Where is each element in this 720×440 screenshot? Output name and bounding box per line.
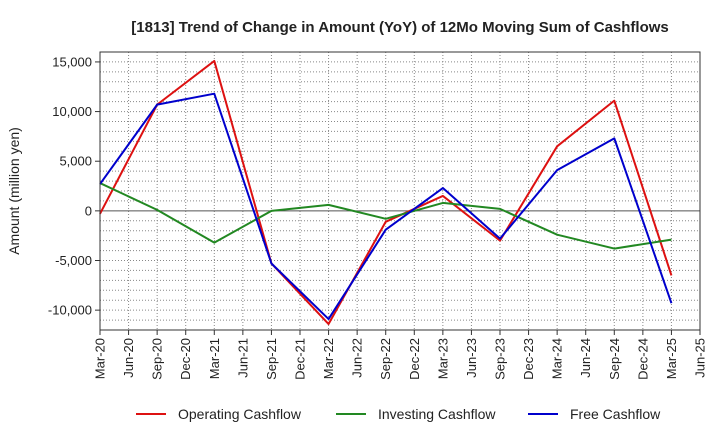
series-line-operating-cashflow xyxy=(99,59,673,326)
x-axis-ticks: Mar-20 Jun-20 Sep-20 Dec-20 Mar-21 Jun-21 Sep-… xyxy=(93,330,708,380)
x-tick-label: Dec-20 xyxy=(178,338,193,380)
x-tick-label: Dec-24 xyxy=(635,338,650,380)
y-tick-label: -5,000 xyxy=(55,253,92,268)
x-tick-label: Mar-22 xyxy=(321,338,336,379)
x-tick-label: Sep-22 xyxy=(378,338,393,380)
plot-frame xyxy=(99,51,701,331)
y-axis-ticks: 15,000 10,000 5,000 0 -5,000 -10,000 xyxy=(48,54,100,318)
x-tick-label: Jun-21 xyxy=(235,338,250,378)
series-line-free-cashflow xyxy=(99,92,673,321)
x-tick-label: Sep-23 xyxy=(493,338,508,380)
chart-title: [1813] Trend of Change in Amount (YoY) o… xyxy=(131,19,669,36)
legend-item-investing-cashflow: Investing Cashflow xyxy=(336,406,496,422)
x-tick-label: Mar-20 xyxy=(93,338,108,379)
y-tick-label: 5,000 xyxy=(59,154,92,169)
x-tick-label: Mar-25 xyxy=(664,338,679,379)
x-tick-label: Sep-24 xyxy=(607,338,622,380)
x-tick-label: Jun-22 xyxy=(350,338,365,378)
legend-item-operating-cashflow: Operating Cashflow xyxy=(136,406,302,422)
x-tick-label: Dec-21 xyxy=(293,338,308,380)
y-tick-label: 0 xyxy=(85,203,92,218)
legend-item-free-cashflow: Free Cashflow xyxy=(528,406,661,422)
y-tick-label: -10,000 xyxy=(48,303,92,318)
x-tick-label: Jun-24 xyxy=(578,338,593,378)
x-tick-label: Sep-21 xyxy=(264,338,279,380)
x-tick-label: Jun-25 xyxy=(693,338,708,378)
x-tick-label: Dec-22 xyxy=(407,338,422,380)
x-tick-label: Dec-23 xyxy=(521,338,536,380)
legend-label: Investing Cashflow xyxy=(378,406,496,422)
x-tick-label: Mar-23 xyxy=(435,338,450,379)
grid xyxy=(99,52,701,330)
y-axis-label: Amount (million yen) xyxy=(6,127,22,255)
x-tick-label: Jun-23 xyxy=(464,338,479,378)
x-tick-label: Mar-24 xyxy=(550,338,565,379)
legend: Operating Cashflow Investing Cashflow Free… xyxy=(136,406,661,422)
y-tick-label: 15,000 xyxy=(52,54,92,69)
series-layer xyxy=(99,59,673,326)
x-tick-label: Mar-21 xyxy=(207,338,222,379)
legend-label: Operating Cashflow xyxy=(178,406,302,422)
legend-label: Free Cashflow xyxy=(570,406,661,422)
series-line-investing-cashflow xyxy=(99,182,672,250)
x-tick-label: Jun-20 xyxy=(121,338,136,378)
x-tick-label: Sep-20 xyxy=(150,338,165,380)
y-tick-label: 10,000 xyxy=(52,104,92,119)
